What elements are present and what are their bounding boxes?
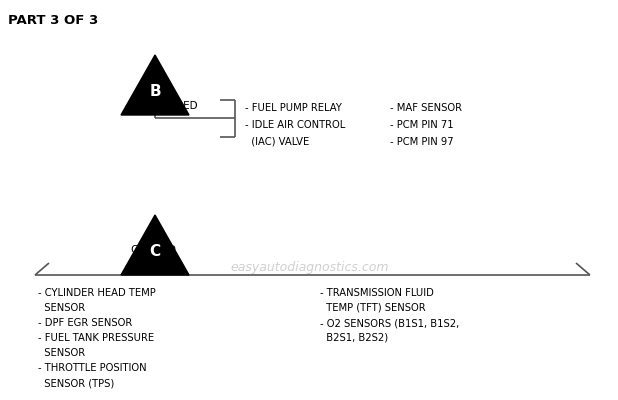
Text: - O2 SENSORS (B1S1, B1S2,: - O2 SENSORS (B1S1, B1S2, (320, 318, 459, 328)
Text: - FUEL PUMP RELAY: - FUEL PUMP RELAY (245, 103, 342, 113)
Text: (IAC) VALVE: (IAC) VALVE (245, 137, 309, 147)
Text: GRY/RED: GRY/RED (130, 245, 176, 255)
Text: - THROTTLE POSITION: - THROTTLE POSITION (38, 363, 146, 373)
Text: SENSOR (TPS): SENSOR (TPS) (38, 378, 114, 388)
Text: B2S1, B2S2): B2S1, B2S2) (320, 333, 388, 343)
Text: - CYLINDER HEAD TEMP: - CYLINDER HEAD TEMP (38, 288, 156, 298)
Text: C: C (150, 244, 161, 258)
Text: - DPF EGR SENSOR: - DPF EGR SENSOR (38, 318, 132, 328)
Text: RED: RED (176, 101, 198, 111)
Text: - FUEL TANK PRESSURE: - FUEL TANK PRESSURE (38, 333, 154, 343)
Text: - TRANSMISSION FLUID: - TRANSMISSION FLUID (320, 288, 434, 298)
Polygon shape (121, 215, 189, 275)
Text: - MAF SENSOR: - MAF SENSOR (390, 103, 462, 113)
Text: SENSOR: SENSOR (38, 348, 85, 358)
Text: B: B (149, 84, 161, 98)
Text: - PCM PIN 97: - PCM PIN 97 (390, 137, 454, 147)
Text: - PCM PIN 71: - PCM PIN 71 (390, 120, 454, 130)
Polygon shape (121, 55, 189, 115)
Text: - IDLE AIR CONTROL: - IDLE AIR CONTROL (245, 120, 345, 130)
Text: easyautodiagnostics.com: easyautodiagnostics.com (231, 262, 389, 274)
Text: PART 3 OF 3: PART 3 OF 3 (8, 14, 98, 27)
Text: TEMP (TFT) SENSOR: TEMP (TFT) SENSOR (320, 303, 426, 313)
Text: SENSOR: SENSOR (38, 303, 85, 313)
